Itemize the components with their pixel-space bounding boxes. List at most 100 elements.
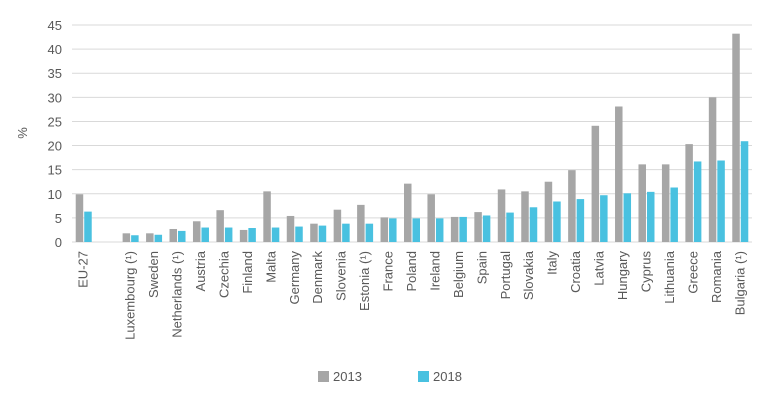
y-axis-ticks: 0 5 10 15 20 25 30 35 40 45: [48, 18, 62, 250]
bar-2013: [638, 164, 646, 242]
bar-2018: [435, 218, 444, 242]
bar-2013: [263, 191, 271, 242]
bar-2018: [693, 161, 702, 242]
bar-2018: [154, 234, 163, 242]
bar-2018: [646, 191, 655, 242]
bar-2018: [576, 199, 585, 242]
x-tick-label: Austria: [193, 250, 208, 291]
bar-2013: [310, 223, 318, 242]
bar-2013: [333, 209, 342, 242]
y-tick-label: 5: [55, 211, 62, 226]
y-axis-label: %: [15, 127, 30, 139]
x-tick-label: Italy: [545, 251, 560, 275]
y-tick-label: 30: [48, 90, 62, 105]
bar-2018: [271, 227, 280, 242]
x-tick-label: EU-27: [76, 251, 91, 288]
y-tick-label: 0: [55, 235, 62, 250]
x-tick-label: Cyprus: [638, 251, 653, 293]
x-tick-label: France: [381, 251, 396, 291]
y-tick-label: 20: [48, 139, 62, 154]
x-tick-label: Spain: [474, 251, 489, 284]
bar-2018: [717, 160, 725, 242]
bar-2013: [192, 221, 201, 242]
x-tick-label: Denmark: [310, 251, 325, 304]
bar-2013: [75, 194, 84, 242]
bar-2018: [600, 195, 608, 242]
bar-2013: [661, 164, 670, 242]
bar-2013: [708, 97, 717, 242]
x-tick-label: Hungary: [615, 251, 630, 301]
x-tick-label: Greece: [685, 251, 700, 294]
bar-2013: [732, 33, 740, 243]
x-tick-label: Romania: [709, 250, 724, 303]
bar-2018: [412, 218, 420, 242]
legend-swatch-2013: [318, 371, 329, 382]
x-tick-label: Germany: [287, 251, 302, 305]
bar-2018: [670, 187, 678, 242]
bar-2018: [482, 215, 491, 242]
y-tick-label: 25: [48, 114, 62, 129]
legend: 2013 2018: [318, 369, 462, 384]
bar-2018: [623, 193, 632, 242]
x-tick-label: Slovenia: [334, 250, 349, 301]
y-tick-label: 45: [48, 18, 62, 33]
bar-2018: [318, 225, 327, 242]
x-tick-label: Netherlands (¹): [170, 251, 185, 338]
x-tick-label: Lithuania: [662, 250, 677, 304]
gridlines: [72, 24, 752, 243]
bar-2018: [506, 212, 514, 242]
bar-2013: [521, 191, 529, 242]
x-tick-label: Malta: [263, 250, 278, 283]
bar-2018: [295, 226, 303, 242]
legend-swatch-2018: [418, 371, 429, 382]
x-tick-label: Slovakia: [521, 250, 536, 300]
bar-2018: [248, 228, 256, 242]
bar-2013: [497, 189, 506, 242]
x-axis-labels: EU-27 Luxembourg (¹) Sweden Netherlands (¹)…: [76, 250, 748, 340]
bar-2013: [450, 216, 459, 242]
bar-2013: [122, 233, 131, 242]
bar-2013: [286, 215, 295, 242]
x-tick-label: Czechia: [216, 250, 231, 298]
bar-2018: [389, 218, 397, 242]
bar-2013: [544, 181, 553, 242]
bar-2018: [740, 141, 749, 242]
y-tick-label: 35: [48, 66, 62, 81]
bar-2018: [553, 201, 561, 242]
y-tick-label: 15: [48, 163, 62, 178]
bar-2018: [178, 230, 186, 242]
x-tick-label: Luxembourg (¹): [123, 251, 138, 340]
bar-2013: [615, 106, 623, 243]
bars: [75, 33, 749, 243]
bar-2013: [427, 194, 435, 242]
bar-2013: [216, 210, 224, 242]
bar-2013: [239, 229, 248, 242]
x-tick-label: Ireland: [427, 251, 442, 291]
bar-2018: [529, 207, 538, 242]
bar-2018: [224, 227, 233, 242]
bar-2013: [357, 204, 365, 242]
x-tick-label: Poland: [404, 251, 419, 291]
bar-2013: [404, 183, 412, 242]
bar-2013: [591, 125, 600, 242]
bar-2018: [131, 235, 139, 242]
legend-label-2018: 2018: [433, 369, 462, 384]
bar-2013: [146, 233, 154, 242]
bar-2018: [201, 227, 209, 242]
bar-2013: [568, 170, 576, 242]
bar-2013: [685, 144, 693, 242]
bar-2013: [380, 217, 389, 242]
bar-2013: [474, 212, 482, 242]
legend-label-2013: 2013: [333, 369, 362, 384]
x-tick-label: Estonia (¹): [357, 251, 372, 311]
bar-2018: [342, 223, 350, 242]
x-tick-label: Portugal: [498, 251, 513, 300]
bar-2018: [365, 223, 374, 242]
x-tick-label: Finland: [240, 251, 255, 294]
bar-2013: [169, 228, 178, 242]
x-tick-label: Sweden: [146, 251, 161, 298]
y-tick-label: 10: [48, 187, 62, 202]
x-tick-label: Croatia: [568, 250, 583, 293]
x-tick-label: Belgium: [451, 251, 466, 298]
